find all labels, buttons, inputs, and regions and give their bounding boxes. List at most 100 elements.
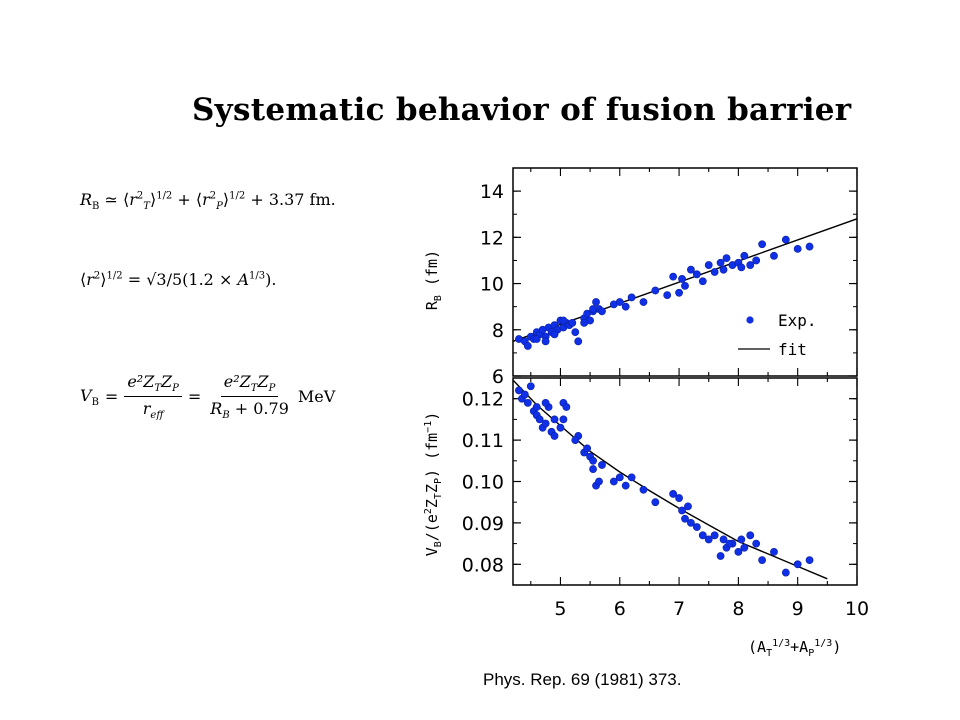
top-data-point — [781, 235, 790, 244]
bottom-data-point — [704, 535, 713, 544]
top-data-point — [571, 328, 580, 336]
equation-barrier-radius: RB ≃ ⟨r2T⟩1/2 + ⟨r2P⟩1/2 + 3.37 fm. — [80, 190, 336, 213]
top-y-tick-label: 8 — [492, 320, 504, 342]
bottom-data-point — [692, 523, 701, 531]
top-data-point — [716, 258, 725, 267]
top-data-point — [589, 305, 597, 313]
legend-exp-marker — [746, 316, 754, 324]
x-tick-label: 5 — [554, 598, 566, 620]
top-data-point — [615, 298, 624, 306]
bottom-data-point — [621, 481, 630, 490]
top-data-point — [541, 337, 550, 346]
top-data-point — [574, 337, 583, 346]
top-data-point — [627, 293, 636, 302]
bottom-data-point — [734, 547, 743, 556]
bottom-data-point — [684, 502, 692, 511]
top-data-point — [687, 265, 695, 274]
page-title: Systematic behavior of fusion barrier — [192, 92, 852, 128]
top-data-point — [550, 330, 559, 339]
bottom-data-point — [737, 535, 746, 544]
top-data-point — [651, 286, 660, 295]
top-data-point — [598, 307, 606, 316]
x-tick-label: 9 — [792, 598, 804, 620]
bottom-data-point — [770, 547, 778, 556]
bottom-data-point — [589, 465, 597, 473]
bottom-y-tick-label: 0.10 — [462, 472, 504, 494]
x-axis-label: (AT1/3+AP1/3) — [748, 638, 841, 659]
bottom-data-point — [571, 436, 580, 444]
bottom-data-point — [710, 531, 719, 540]
bottom-data-point — [675, 494, 683, 502]
bottom-data-point — [793, 560, 802, 569]
top-data-point — [675, 288, 683, 297]
bottom-data-point — [520, 390, 529, 399]
citation: Phys. Rep. 69 (1981) 373. — [483, 670, 682, 689]
bottom-data-point — [781, 568, 790, 577]
top-data-point — [592, 298, 600, 306]
bottom-data-point — [758, 556, 767, 565]
top-y-tick-label: 12 — [480, 227, 504, 249]
top-data-point — [678, 275, 686, 283]
bottom-data-point — [559, 415, 568, 424]
equation-barrier-height: VB = e²ZTZP reff = e²ZTZP RB + 0.79 MeV — [80, 372, 336, 422]
top-data-point — [746, 261, 755, 269]
bottom-data-point — [595, 477, 603, 486]
x-tick-label: 6 — [614, 598, 626, 620]
top-data-point — [793, 244, 802, 253]
top-data-point — [805, 242, 814, 251]
top-data-point — [523, 342, 532, 350]
top-y-tick-label: 6 — [492, 366, 504, 388]
top-data-point — [722, 254, 731, 263]
bottom-data-point — [746, 531, 755, 540]
top-data-point — [740, 251, 749, 260]
top-data-point — [669, 272, 678, 281]
bottom-fit-curve — [512, 379, 828, 580]
bottom-data-point — [651, 498, 660, 507]
top-data-point — [532, 335, 541, 343]
bottom-data-point — [598, 461, 606, 469]
x-tick-label: 7 — [673, 598, 685, 620]
bottom-data-point — [550, 432, 559, 440]
bottom-data-point — [805, 556, 814, 565]
top-data-point — [719, 265, 728, 274]
bottom-data-point — [681, 514, 689, 523]
top-data-point — [710, 268, 719, 276]
bottom-data-point — [556, 423, 565, 432]
top-data-point — [770, 251, 778, 260]
bottom-data-point — [687, 519, 695, 527]
bottom-data-point — [515, 386, 523, 395]
bottom-data-point — [716, 552, 725, 560]
bottom-data-point — [609, 477, 618, 486]
bottom-data-point — [639, 485, 648, 494]
top-data-point — [568, 318, 577, 327]
bottom-y-axis-label: VB/(e2ZTZP) (fm−1) — [423, 412, 444, 557]
bottom-data-point — [523, 398, 532, 407]
bottom-data-point — [541, 398, 550, 407]
bottom-data-point — [615, 473, 624, 482]
bottom-data-point — [532, 403, 541, 411]
top-data-point — [758, 240, 767, 249]
chart-bottom-panel: 0.08 0.09 0.10 0.11 0.12 5 6 7 8 9 10 VB/(e2ZTZP) … — [423, 377, 869, 659]
top-y-tick-label: 14 — [480, 181, 504, 203]
top-data-point — [692, 270, 701, 279]
bottom-data-point — [583, 444, 592, 453]
bottom-data-point — [535, 415, 544, 424]
bottom-y-tick-label: 0.11 — [462, 430, 504, 452]
top-y-axis-label: RB (fm) — [423, 250, 444, 310]
top-data-point — [681, 281, 689, 290]
bottom-data-point — [589, 456, 597, 465]
bottom-data-point — [562, 403, 571, 411]
bottom-data-point — [725, 539, 734, 548]
bottom-y-tick-label: 0.12 — [462, 389, 504, 411]
top-data-point — [698, 277, 707, 286]
chart-top-panel: 6 8 10 12 14 RB (fm) Exp. fit — [423, 167, 858, 388]
top-data-point — [737, 263, 746, 272]
bottom-y-tick-label: 0.08 — [462, 554, 504, 576]
top-data-point — [580, 318, 589, 327]
equation-mean-square-radius: ⟨r2⟩1/2 = √3/5(1.2 × A1/3). — [80, 270, 277, 289]
bottom-data-point — [550, 415, 559, 424]
bottom-data-point — [526, 382, 535, 391]
legend-exp-label: Exp. — [778, 311, 817, 330]
top-data-point — [704, 261, 713, 269]
x-tick-label: 8 — [732, 598, 744, 620]
